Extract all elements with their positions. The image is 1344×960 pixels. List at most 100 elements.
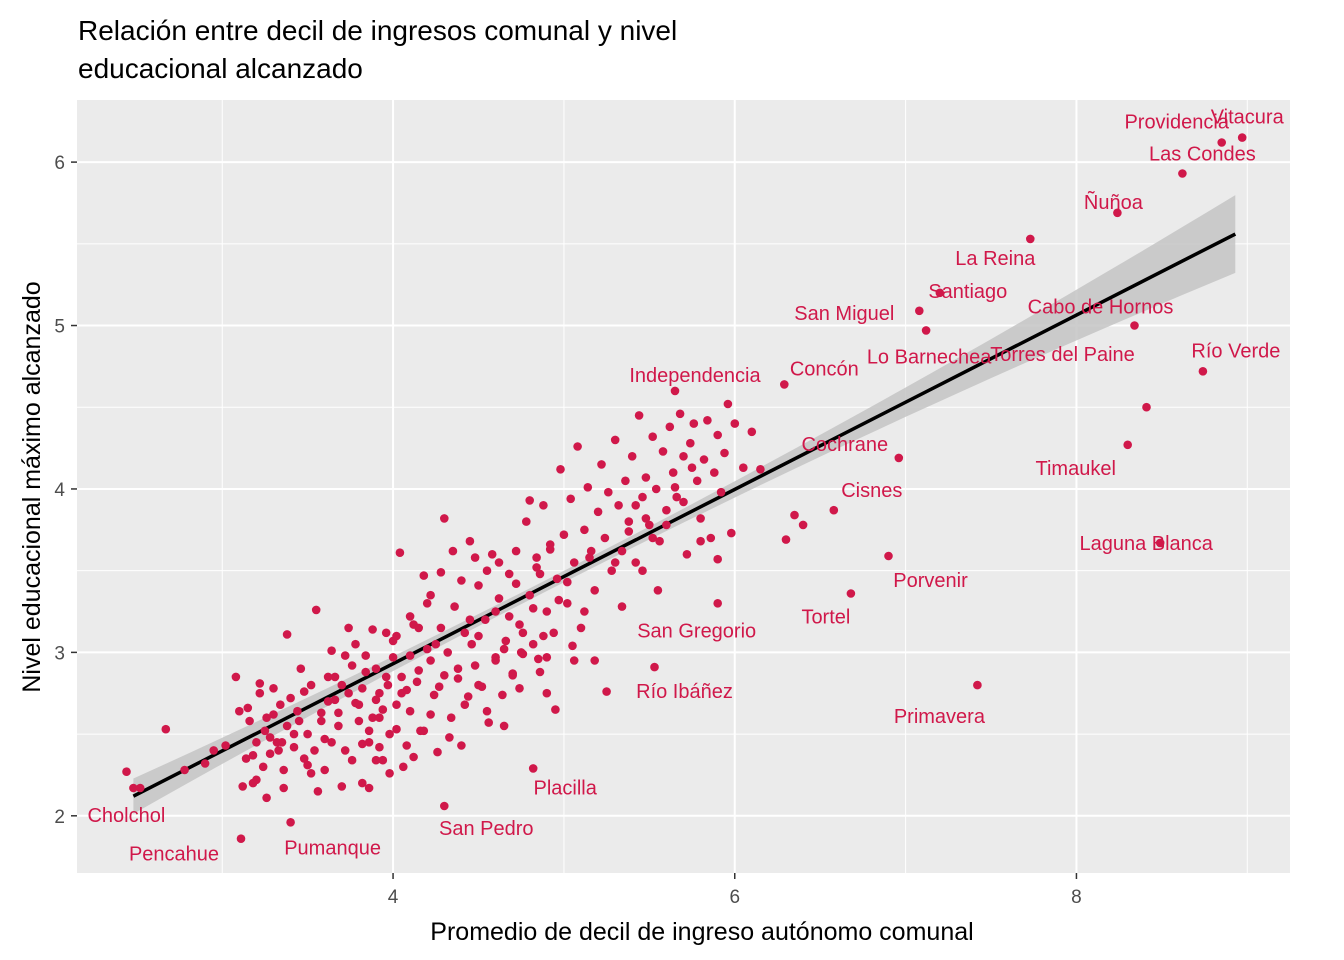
data-point (200, 759, 210, 768)
labeled-data-point (884, 551, 893, 561)
data-point (330, 672, 340, 682)
data-point (371, 664, 381, 673)
data-point (499, 721, 509, 731)
x-tick-label: 4 (388, 887, 399, 908)
data-point (402, 741, 412, 750)
data-point (272, 738, 282, 747)
data-point (528, 639, 538, 649)
data-point (248, 751, 258, 760)
data-point (528, 604, 538, 613)
data-point (686, 438, 695, 448)
data-point (397, 672, 406, 682)
labeled-data-point (1026, 234, 1035, 244)
labeled-data-point (935, 288, 945, 298)
data-point (440, 514, 449, 523)
labeled-data-point (650, 662, 659, 672)
data-point (460, 628, 470, 638)
data-point (798, 520, 808, 530)
data-point (511, 546, 521, 556)
data-point (532, 563, 541, 572)
data-point (580, 525, 589, 535)
data-point (317, 708, 326, 718)
data-point (641, 473, 651, 482)
data-point (231, 672, 241, 682)
point-label: Porvenir (893, 570, 968, 592)
data-point (569, 656, 579, 665)
labeled-data-point (670, 386, 680, 396)
data-point (248, 778, 258, 788)
labeled-data-point (894, 453, 904, 463)
data-point (419, 726, 429, 736)
data-point (552, 574, 562, 584)
data-point (347, 755, 357, 765)
point-label: Las Condes (1149, 144, 1256, 166)
data-point (135, 783, 145, 793)
data-point (648, 533, 657, 543)
data-point (409, 752, 418, 762)
point-label: Río Ibáñez (636, 681, 733, 703)
data-point (364, 783, 374, 793)
labeled-data-point (1113, 208, 1122, 218)
point-label: Cochrane (801, 434, 888, 456)
data-point (431, 639, 441, 649)
y-tick-label: 3 (54, 643, 65, 664)
y-tick-label: 4 (54, 480, 65, 501)
data-point (383, 680, 393, 690)
data-point (706, 533, 716, 543)
point-label: Lo Barnechea (867, 346, 992, 368)
data-point (482, 566, 492, 575)
data-point (542, 607, 552, 616)
data-point (665, 422, 675, 432)
y-axis-title: Nivel educacional máximo alcanzado (18, 281, 46, 692)
data-point (457, 576, 466, 585)
data-point (470, 661, 480, 670)
data-point (638, 566, 647, 575)
data-point (433, 747, 442, 757)
data-point (313, 787, 323, 796)
data-point (604, 487, 613, 497)
data-point (269, 684, 278, 693)
point-label: Cabo de Hornos (1028, 297, 1174, 319)
y-tick-label: 5 (54, 317, 65, 338)
data-point (586, 546, 596, 556)
data-point (723, 399, 733, 409)
labeled-data-point (286, 818, 295, 827)
data-point (470, 553, 480, 562)
data-point (293, 706, 302, 716)
data-point (460, 700, 470, 709)
data-point (638, 492, 647, 502)
data-point (679, 452, 688, 461)
data-point (375, 713, 384, 722)
data-point (358, 778, 367, 788)
labeled-data-point (129, 783, 138, 793)
data-point (634, 411, 644, 420)
data-point (260, 726, 270, 736)
data-point (682, 550, 692, 559)
data-point (395, 548, 405, 557)
labeled-data-point (915, 306, 924, 316)
data-point (450, 602, 459, 611)
x-axis-title: Promedio de decil de ingreso autónomo co… (430, 918, 973, 946)
labeled-data-point (1198, 367, 1208, 376)
data-point (282, 630, 292, 639)
data-point (593, 507, 603, 517)
data-point (631, 501, 640, 510)
data-point (258, 762, 268, 772)
data-point (535, 569, 545, 579)
point-label: Vitacura (1211, 107, 1285, 129)
data-point (525, 496, 534, 505)
chart-title-line-2: educacional alcanzado (78, 53, 363, 84)
data-point (296, 664, 306, 673)
data-point (262, 713, 271, 722)
data-point (720, 448, 729, 458)
data-point (306, 680, 316, 690)
data-point (358, 739, 367, 749)
data-point (739, 463, 748, 473)
point-label: Placilla (534, 777, 598, 799)
point-label: Río Verde (1191, 340, 1280, 362)
data-point (710, 468, 719, 477)
data-point (465, 615, 475, 624)
labeled-data-point (1142, 402, 1151, 412)
data-point (585, 553, 594, 562)
data-point (482, 706, 492, 716)
